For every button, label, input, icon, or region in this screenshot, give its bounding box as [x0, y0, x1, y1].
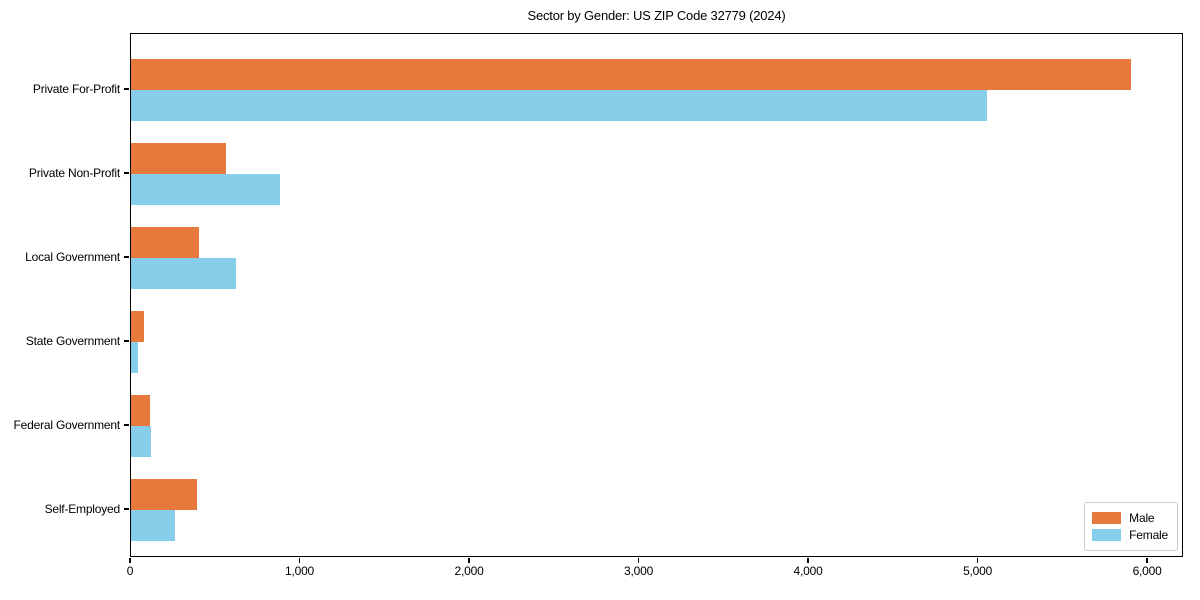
- bar-female-private-non-profit: [131, 174, 281, 205]
- x-tick-mark: [637, 558, 640, 563]
- bar-female-federal-government: [131, 426, 152, 457]
- x-tick-label-5-000: 5,000: [963, 564, 993, 578]
- y-tick-label-federal-government: Federal Government: [13, 418, 121, 432]
- bar-male-private-for-profit: [131, 59, 1132, 90]
- bar-male-federal-government: [131, 395, 150, 426]
- legend-entry-female: Female: [1092, 528, 1168, 542]
- x-tick-label-0: 0: [126, 564, 134, 578]
- y-tick-mark: [124, 88, 129, 90]
- plot-area: Male Female: [130, 33, 1183, 557]
- x-tick-label-6-000: 6,000: [1132, 564, 1162, 578]
- x-tick-mark: [807, 558, 809, 563]
- legend-swatch-female: [1092, 529, 1122, 541]
- x-tick-label-1-000: 1,000: [285, 564, 315, 578]
- x-tick-label-2-000: 2,000: [454, 564, 484, 578]
- x-tick-label-4-000: 4,000: [793, 564, 823, 578]
- y-tick-label-state-government: State Government: [25, 334, 120, 348]
- y-tick-mark: [124, 508, 129, 510]
- x-tick-label-3-000: 3,000: [624, 564, 654, 578]
- y-tick-mark: [124, 172, 129, 174]
- x-tick-mark: [298, 558, 301, 563]
- y-tick-mark: [124, 340, 129, 342]
- bar-male-self-employed: [131, 479, 198, 510]
- legend-entry-male: Male: [1092, 511, 1168, 525]
- x-tick-mark: [976, 558, 979, 563]
- bar-male-state-government: [131, 311, 144, 342]
- bar-male-private-non-profit: [131, 143, 226, 174]
- legend: Male Female: [1084, 502, 1178, 551]
- y-tick-label-private-for-profit: Private For-Profit: [32, 82, 120, 96]
- chart-title: Sector by Gender: US ZIP Code 32779 (202…: [527, 8, 786, 23]
- legend-label-female: Female: [1129, 528, 1168, 542]
- bar-female-state-government: [131, 342, 138, 373]
- bar-female-private-for-profit: [131, 90, 988, 121]
- y-tick-mark: [124, 424, 129, 426]
- y-tick-label-self-employed: Self-Employed: [44, 502, 121, 516]
- x-tick-mark: [1146, 558, 1148, 563]
- x-tick-mark: [129, 558, 131, 563]
- bar-male-local-government: [131, 227, 199, 258]
- x-tick-mark: [468, 558, 470, 563]
- bar-female-local-government: [131, 258, 237, 289]
- y-tick-label-local-government: Local Government: [25, 250, 120, 264]
- y-tick-mark: [124, 256, 129, 258]
- legend-swatch-male: [1092, 512, 1122, 524]
- legend-label-male: Male: [1129, 511, 1155, 525]
- bar-female-self-employed: [131, 510, 176, 541]
- y-tick-label-private-non-profit: Private Non-Profit: [28, 166, 120, 180]
